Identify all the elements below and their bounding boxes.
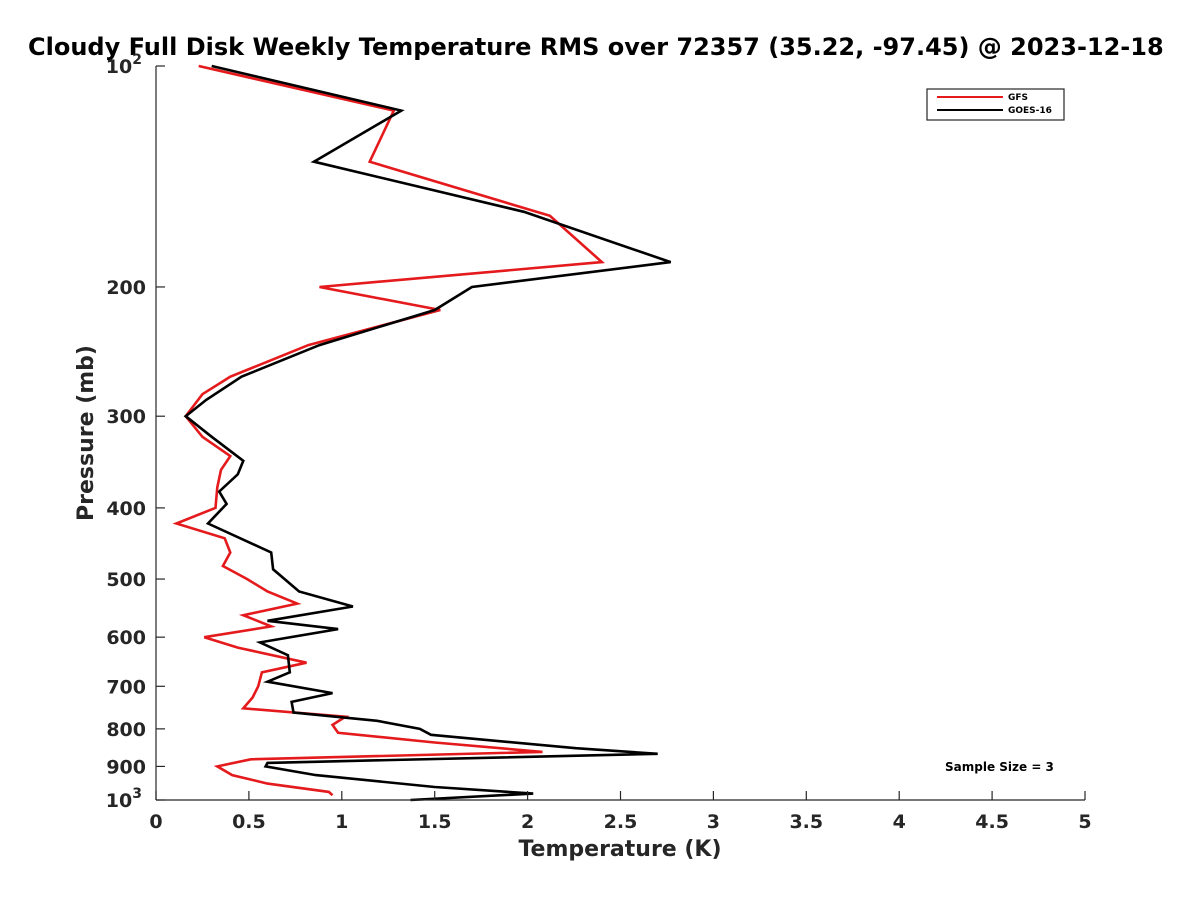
x-tick-label: 4 — [893, 811, 906, 833]
x-tick-label: 1 — [335, 811, 348, 833]
series-line-gfs — [172, 64, 606, 797]
y-tick-label: 900 — [106, 756, 146, 778]
legend-label-goes16: GOES-16 — [1008, 106, 1052, 116]
x-tick-label: 2.5 — [604, 811, 638, 833]
y-tick-label: 700 — [106, 676, 146, 698]
x-tick-label: 3 — [707, 811, 720, 833]
y-tick-label: 500 — [106, 569, 146, 591]
x-ticks: 0 0.5 1 1.5 2 2.5 3 3.5 4 4.5 5 — [149, 791, 1092, 833]
x-tick-label: 4.5 — [975, 811, 1009, 833]
y-tick-label: 400 — [106, 498, 146, 520]
x-tick-label: 3.5 — [789, 811, 823, 833]
y-axis-label: Pressure (mb) — [74, 345, 99, 521]
x-tick-label: 0 — [149, 811, 162, 833]
chart-title: Cloudy Full Disk Weekly Temperature RMS … — [28, 33, 1164, 61]
legend: GFS GOES-16 — [926, 88, 1065, 121]
y-tick-label: 102 — [106, 52, 142, 78]
y-tick-label: 200 — [106, 277, 146, 299]
x-tick-label: 5 — [1078, 811, 1091, 833]
x-tick-label: 1.5 — [418, 811, 452, 833]
legend-label-gfs: GFS — [1008, 93, 1028, 103]
legend-box — [926, 88, 1065, 121]
y-tick-label: 800 — [106, 719, 146, 741]
sample-size-note: Sample Size = 3 — [945, 760, 1054, 774]
y-tick-label: 300 — [106, 406, 146, 428]
x-tick-label: 0.5 — [232, 811, 266, 833]
x-axis-label: Temperature (K) — [518, 837, 721, 862]
x-tick-label: 2 — [521, 811, 534, 833]
y-tick-label: 600 — [106, 627, 146, 649]
series-layer — [172, 64, 672, 802]
y-ticks: 102 200 300 400 500 600 700 800 900 103 — [106, 52, 165, 812]
plot-area — [156, 66, 1085, 800]
series-line-goes16 — [183, 64, 672, 802]
y-tick-label: 103 — [106, 786, 142, 812]
